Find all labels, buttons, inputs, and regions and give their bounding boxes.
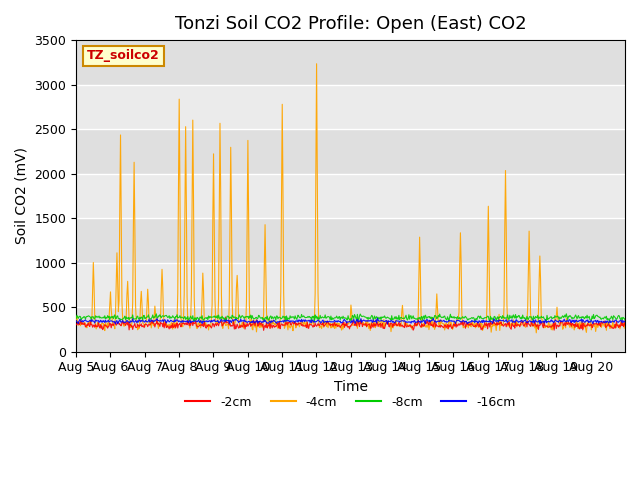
- Y-axis label: Soil CO2 (mV): Soil CO2 (mV): [15, 147, 29, 244]
- Bar: [76, 218, 625, 263]
- Title: Tonzi Soil CO2 Profile: Open (East) CO2: Tonzi Soil CO2 Profile: Open (East) CO2: [175, 15, 526, 33]
- Text: TZ_soilco2: TZ_soilco2: [87, 49, 160, 62]
- Bar: [76, 307, 625, 351]
- Bar: [76, 40, 625, 84]
- Bar: [76, 129, 625, 174]
- Legend: -2cm, -4cm, -8cm, -16cm: -2cm, -4cm, -8cm, -16cm: [180, 391, 521, 414]
- X-axis label: Time: Time: [333, 380, 367, 394]
